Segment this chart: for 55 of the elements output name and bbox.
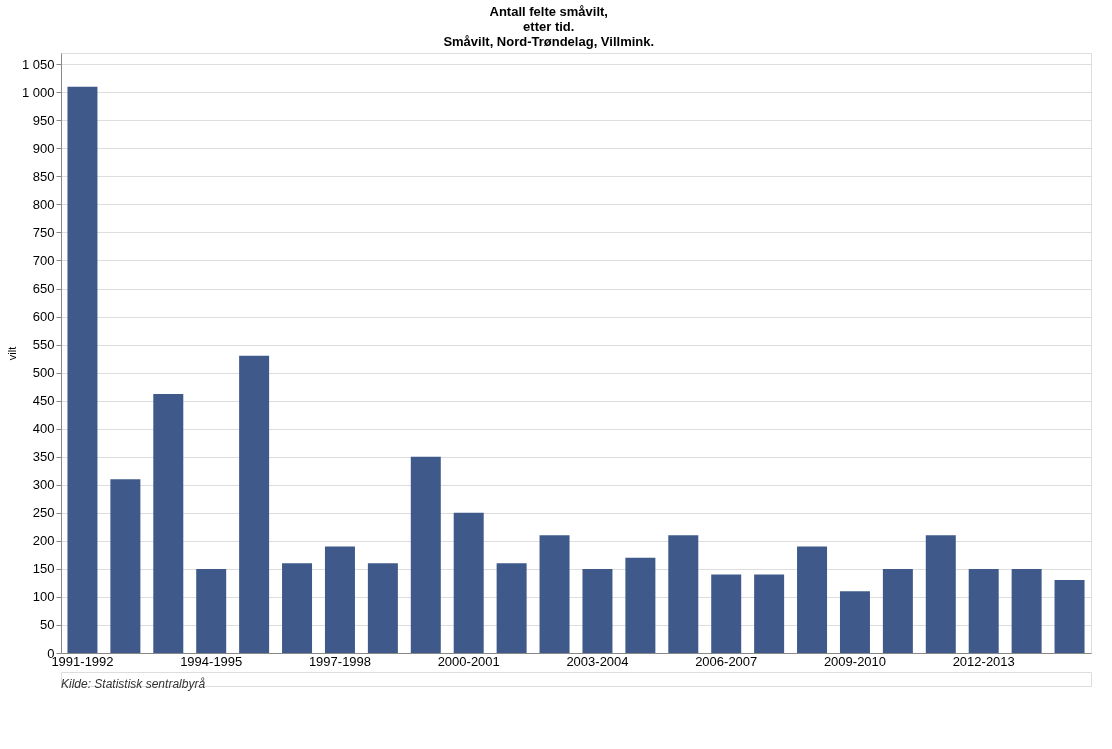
- bar: [196, 568, 227, 653]
- text: Kilde: Statistisk sentralbyrå: [61, 677, 206, 691]
- bar: [153, 393, 184, 653]
- y-tick-label: 400: [32, 421, 55, 437]
- bar: [668, 535, 699, 653]
- y-tick-label: 1 000: [21, 84, 55, 100]
- y-tick-label: 200: [32, 533, 55, 549]
- y-tick-label: 50: [40, 617, 55, 633]
- bar: [1054, 580, 1085, 653]
- bar: [324, 546, 355, 653]
- y-tick-label: 750: [32, 224, 55, 240]
- bar: [711, 574, 742, 653]
- y-tick-label: 350: [32, 449, 55, 465]
- bar: [410, 456, 441, 653]
- y-tick-label: 700: [32, 252, 55, 268]
- x-tick-label: 2009-2010: [823, 653, 887, 669]
- x-tick-label: 2012-2013: [952, 653, 1015, 669]
- bar: [110, 479, 141, 653]
- y-tick-label: 900: [32, 140, 55, 156]
- y-tick-label: 650: [32, 281, 55, 297]
- y-tick-label: 950: [32, 112, 55, 128]
- bar: [239, 355, 270, 653]
- bar: [625, 557, 656, 653]
- bar: [882, 568, 913, 653]
- bar: [754, 574, 785, 653]
- bar: [539, 535, 570, 653]
- bar: [453, 512, 484, 653]
- y-tick-label: 800: [32, 196, 55, 212]
- x-tick-label: 2000-2001: [437, 653, 500, 669]
- y-tick-label: 1 050: [21, 56, 55, 72]
- bar: [968, 568, 999, 653]
- chart-title: Antall felte småvilt, etter tid. Småvilt, Nord-Trøndelag, Villmink.: [443, 3, 655, 49]
- bar: [367, 563, 398, 653]
- x-tick-label: 1994-1995: [180, 653, 243, 669]
- y-tick-label: 600: [32, 309, 55, 325]
- bar: [496, 563, 527, 653]
- x-tick-label: 2003-2004: [566, 653, 629, 669]
- y-tick-label: 100: [32, 589, 55, 605]
- y-tick-label: 300: [32, 477, 55, 493]
- x-tick-label: 1997-1998: [308, 653, 372, 669]
- y-tick-label: 550: [32, 337, 55, 353]
- x-tick-label: 2006-2007: [695, 653, 758, 669]
- y-tick-label: 500: [32, 365, 55, 381]
- y-tick-label: 250: [32, 505, 55, 521]
- bar: [282, 563, 313, 653]
- y-axis-title: vilt: [5, 346, 18, 361]
- bar: [797, 546, 828, 653]
- y-tick-label: 450: [32, 393, 55, 409]
- bar: [1011, 568, 1042, 653]
- bar: [67, 86, 98, 653]
- bar: [839, 591, 870, 653]
- y-tick-label: 850: [32, 168, 55, 184]
- bar: [925, 535, 956, 653]
- y-tick-label: 150: [32, 561, 55, 577]
- bar: [582, 568, 613, 653]
